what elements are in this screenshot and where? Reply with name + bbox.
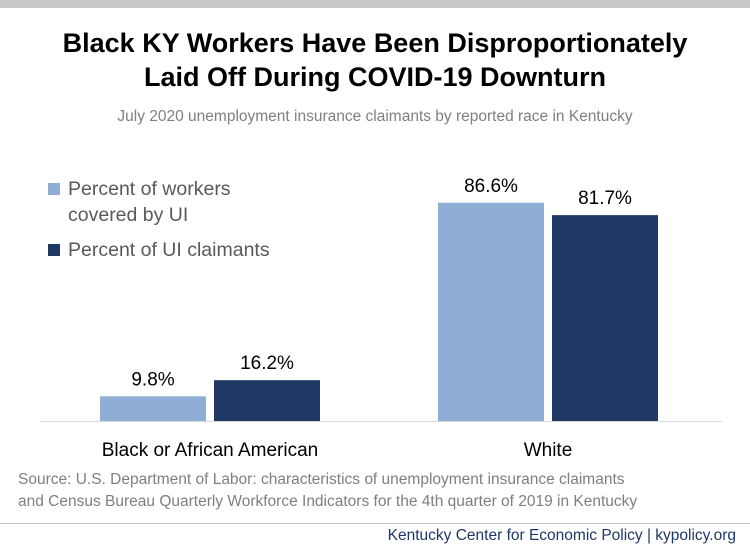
data-label-claimants-white: 81.7% [578,188,632,209]
bar-covered-white [438,202,544,421]
source-note: Source: U.S. Department of Labor: charac… [18,469,748,513]
chart-title: Black KY Workers Have Been Disproportion… [0,26,750,94]
bar-claimants-white [552,215,658,421]
bar-claimants-black [214,380,320,421]
footer-divider [0,523,750,524]
data-label-covered-white: 86.6% [464,176,518,197]
chart-title-line2: Laid Off During COVID-19 Downturn [144,62,606,92]
category-label-black: Black or African American [102,440,318,461]
top-accent-bar [0,0,750,8]
legend-label-claimants: Percent of UI claimants [68,239,270,261]
chart-subtitle: July 2020 unemployment insurance claiman… [117,108,633,125]
data-label-covered-black: 9.8% [131,369,174,390]
chart-title-line1: Black KY Workers Have Been Disproportion… [62,28,688,58]
legend-item-claimants: Percent of UI claimants [48,237,288,263]
legend-label-covered: Percent of workers covered by UI [68,178,231,226]
chart-legend: Percent of workers covered by UI Percent… [48,176,288,272]
data-label-claimants-black: 16.2% [240,353,294,374]
bar-covered-black [100,396,206,421]
legend-item-covered: Percent of workers covered by UI [48,176,288,228]
bar-chart: 9.8% 16.2% Black or African American 86.6% 8… [40,176,722,461]
legend-swatch-claimants [48,244,60,256]
footer-credit: Kentucky Center for Economic Policy | ky… [387,527,736,544]
source-line1: Source: U.S. Department of Labor: charac… [18,471,625,488]
source-line2: and Census Bureau Quarterly Workforce In… [18,493,638,510]
legend-swatch-covered [48,183,60,195]
category-label-white: White [524,440,573,461]
